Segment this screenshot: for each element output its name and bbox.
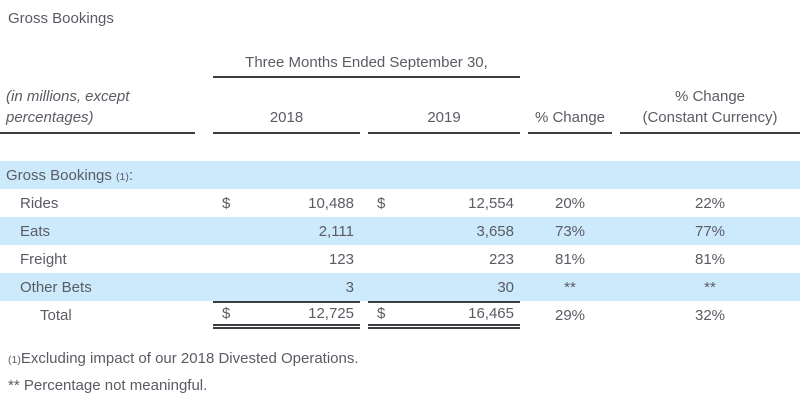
period-header: Three Months Ended September 30, xyxy=(213,53,520,78)
pct-change-constant-currency: 81% xyxy=(694,250,726,268)
value-2019-cell: 30 xyxy=(368,273,520,301)
pct-change: ** xyxy=(564,278,576,296)
value-2018: 2,111 xyxy=(318,222,354,240)
row-label: Eats xyxy=(20,222,51,240)
pct-change-constant-currency: 77% xyxy=(694,222,726,240)
value-2019: 12,554 xyxy=(468,194,514,212)
value-2018-cell: $10,488 xyxy=(213,189,360,217)
total-2018-cell: $12,725 xyxy=(213,301,360,329)
table-body: Gross Bookings (1): Rides $10,488 $12,55… xyxy=(0,161,800,329)
section-row-gross-bookings: Gross Bookings (1): xyxy=(0,161,800,189)
column-header-2019: 2019 xyxy=(368,107,520,134)
pct-change: 81% xyxy=(554,250,586,268)
value-2019: 223 xyxy=(488,250,514,268)
pct-change-constant-currency: ** xyxy=(704,278,716,296)
footnote-1-marker: (1) xyxy=(8,354,21,366)
axis-note-line2: percentages) xyxy=(6,109,94,126)
row-label: Other Bets xyxy=(20,278,92,296)
column-header-pct-change: % Change xyxy=(528,107,612,134)
table-row-rides: Rides $10,488 $12,554 20% 22% xyxy=(0,189,800,217)
dollar-sign: $ xyxy=(377,305,386,322)
column-header-2018: 2018 xyxy=(213,107,360,134)
table-row-other-bets: Other Bets 3 30 ** ** xyxy=(0,273,800,301)
footnote-1: (1)Excluding impact of our 2018 Divested… xyxy=(8,346,800,373)
table-row-freight: Freight 123 223 81% 81% xyxy=(0,245,800,273)
value-2018: 12,725 xyxy=(308,305,354,322)
column-header-row: (in millions, except percentages) 2018 2… xyxy=(0,86,800,134)
value-2019-cell: 3,658 xyxy=(368,217,520,245)
column-header-pct-change-constant-currency: % Change (Constant Currency) xyxy=(620,86,800,134)
row-label: Total xyxy=(40,306,72,324)
dollar-sign: $ xyxy=(222,194,231,212)
section-label: Gross Bookings (1): xyxy=(6,166,134,184)
value-2019: 3,658 xyxy=(476,222,514,240)
value-2018: 10,488 xyxy=(308,194,354,212)
pct-change: 73% xyxy=(554,222,586,240)
footnotes: (1)Excluding impact of our 2018 Divested… xyxy=(8,346,800,399)
dollar-sign: $ xyxy=(377,194,386,212)
row-label: Rides xyxy=(20,194,59,212)
period-header-row: Three Months Ended September 30, xyxy=(0,53,800,78)
table-row-total: Total $12,725 $16,465 29% 32% xyxy=(0,301,800,329)
value-2019: 30 xyxy=(497,278,514,296)
value-2018-cell: 3 xyxy=(213,273,360,301)
value-2019-cell: $12,554 xyxy=(368,189,520,217)
value-2018: 3 xyxy=(345,278,354,296)
value-2018-cell: 2,111 xyxy=(213,217,360,245)
footnote-ref-1: (1) xyxy=(116,170,129,183)
axis-note-line1: (in millions, except xyxy=(6,88,130,105)
pct-change-constant-currency: 22% xyxy=(694,194,726,212)
footnote-2-marker: ** xyxy=(8,377,20,394)
axis-note: (in millions, except percentages) xyxy=(0,86,195,134)
pct-change: 20% xyxy=(554,194,586,212)
pct-change-constant-currency: 32% xyxy=(694,306,726,324)
footnote-2-text: Percentage not meaningful. xyxy=(19,377,208,394)
footnote-1-text: Excluding impact of our 2018 Divested Op… xyxy=(20,350,359,367)
page-title: Gross Bookings xyxy=(8,10,114,27)
footnote-2: ** Percentage not meaningful. xyxy=(8,373,800,399)
pct-change: 29% xyxy=(554,306,586,324)
value-2019: 16,465 xyxy=(468,305,514,322)
row-label: Freight xyxy=(20,250,67,268)
value-2018-cell: 123 xyxy=(213,245,360,273)
dollar-sign: $ xyxy=(222,305,231,322)
value-2019-cell: 223 xyxy=(368,245,520,273)
table-row-eats: Eats 2,111 3,658 73% 77% xyxy=(0,217,800,245)
total-2019-cell: $16,465 xyxy=(368,301,520,329)
value-2018: 123 xyxy=(328,250,354,268)
